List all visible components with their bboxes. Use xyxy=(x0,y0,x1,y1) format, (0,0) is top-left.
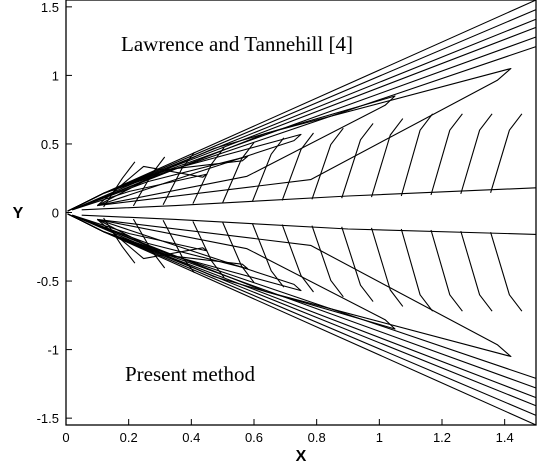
x-tick-label: 1.4 xyxy=(496,430,514,445)
contour-line xyxy=(72,165,208,211)
y-tick-label: 0.5 xyxy=(41,137,59,152)
contour-line xyxy=(311,225,344,298)
contour-line xyxy=(72,155,249,211)
y-axis-label: Y xyxy=(13,205,24,222)
contour-line xyxy=(400,228,434,312)
contour-line xyxy=(460,230,493,312)
contour-line xyxy=(192,147,225,204)
contour-line xyxy=(81,187,537,211)
annotation-upper: Lawrence and Tannehill [4] xyxy=(121,32,353,56)
contour-line xyxy=(341,226,374,302)
contour-line xyxy=(72,67,512,211)
contour-line xyxy=(311,127,344,200)
x-tick-label: 0.2 xyxy=(120,430,138,445)
contour-line xyxy=(67,213,537,379)
contour-line xyxy=(251,137,285,202)
contour-line xyxy=(222,222,255,283)
y-tick-label: 1 xyxy=(52,68,59,83)
y-tick-label: 0 xyxy=(52,206,59,221)
contour-line xyxy=(162,219,195,274)
x-axis-label: X xyxy=(296,448,307,465)
contour-line xyxy=(72,214,512,358)
x-axis-ticks: 0 0.2 0.4 0.6 0.8 1 1.2 1.4 xyxy=(62,419,514,445)
x-tick-label: 0 xyxy=(62,430,69,445)
contour-line xyxy=(72,214,302,292)
y-tick-label: -0.5 xyxy=(37,274,59,289)
contour-line xyxy=(72,95,396,211)
contour-line xyxy=(400,113,434,197)
contour-line xyxy=(67,46,537,212)
contour-line xyxy=(103,161,136,208)
x-tick-label: 0.6 xyxy=(245,430,263,445)
x-tick-label: 0.4 xyxy=(182,430,200,445)
y-tick-label: -1.5 xyxy=(37,411,59,426)
contour-line xyxy=(430,229,463,312)
contour-line xyxy=(72,133,302,211)
y-axis-ticks: 1.5 1 0.5 0 -0.5 -1 -1.5 xyxy=(37,0,72,426)
contour-line xyxy=(103,217,136,264)
y-tick-label: -1 xyxy=(47,343,59,358)
contour-line xyxy=(281,224,314,293)
contour-line xyxy=(370,118,404,198)
contour-line xyxy=(251,223,285,288)
contour-line xyxy=(341,123,374,199)
contour-line xyxy=(162,151,195,206)
contour-line xyxy=(490,113,523,193)
contour-line xyxy=(370,227,404,307)
x-tick-label: 0.8 xyxy=(308,430,326,445)
contour-line xyxy=(72,214,208,260)
contour-line xyxy=(222,142,255,203)
contour-line xyxy=(281,132,314,201)
annotation-lower: Present method xyxy=(125,362,256,386)
contour-line xyxy=(81,214,537,235)
contour-lines xyxy=(67,0,537,426)
contour-line xyxy=(490,232,523,312)
contour-line xyxy=(430,113,463,196)
contour-line xyxy=(72,214,249,270)
y-tick-label: 1.5 xyxy=(41,0,59,15)
contour-line xyxy=(72,214,396,330)
contour-line xyxy=(132,156,166,207)
contour-line xyxy=(460,113,493,195)
x-tick-label: 1.2 xyxy=(433,430,451,445)
contour-line xyxy=(192,221,225,278)
contour-line xyxy=(132,218,166,269)
x-tick-label: 1 xyxy=(376,430,383,445)
